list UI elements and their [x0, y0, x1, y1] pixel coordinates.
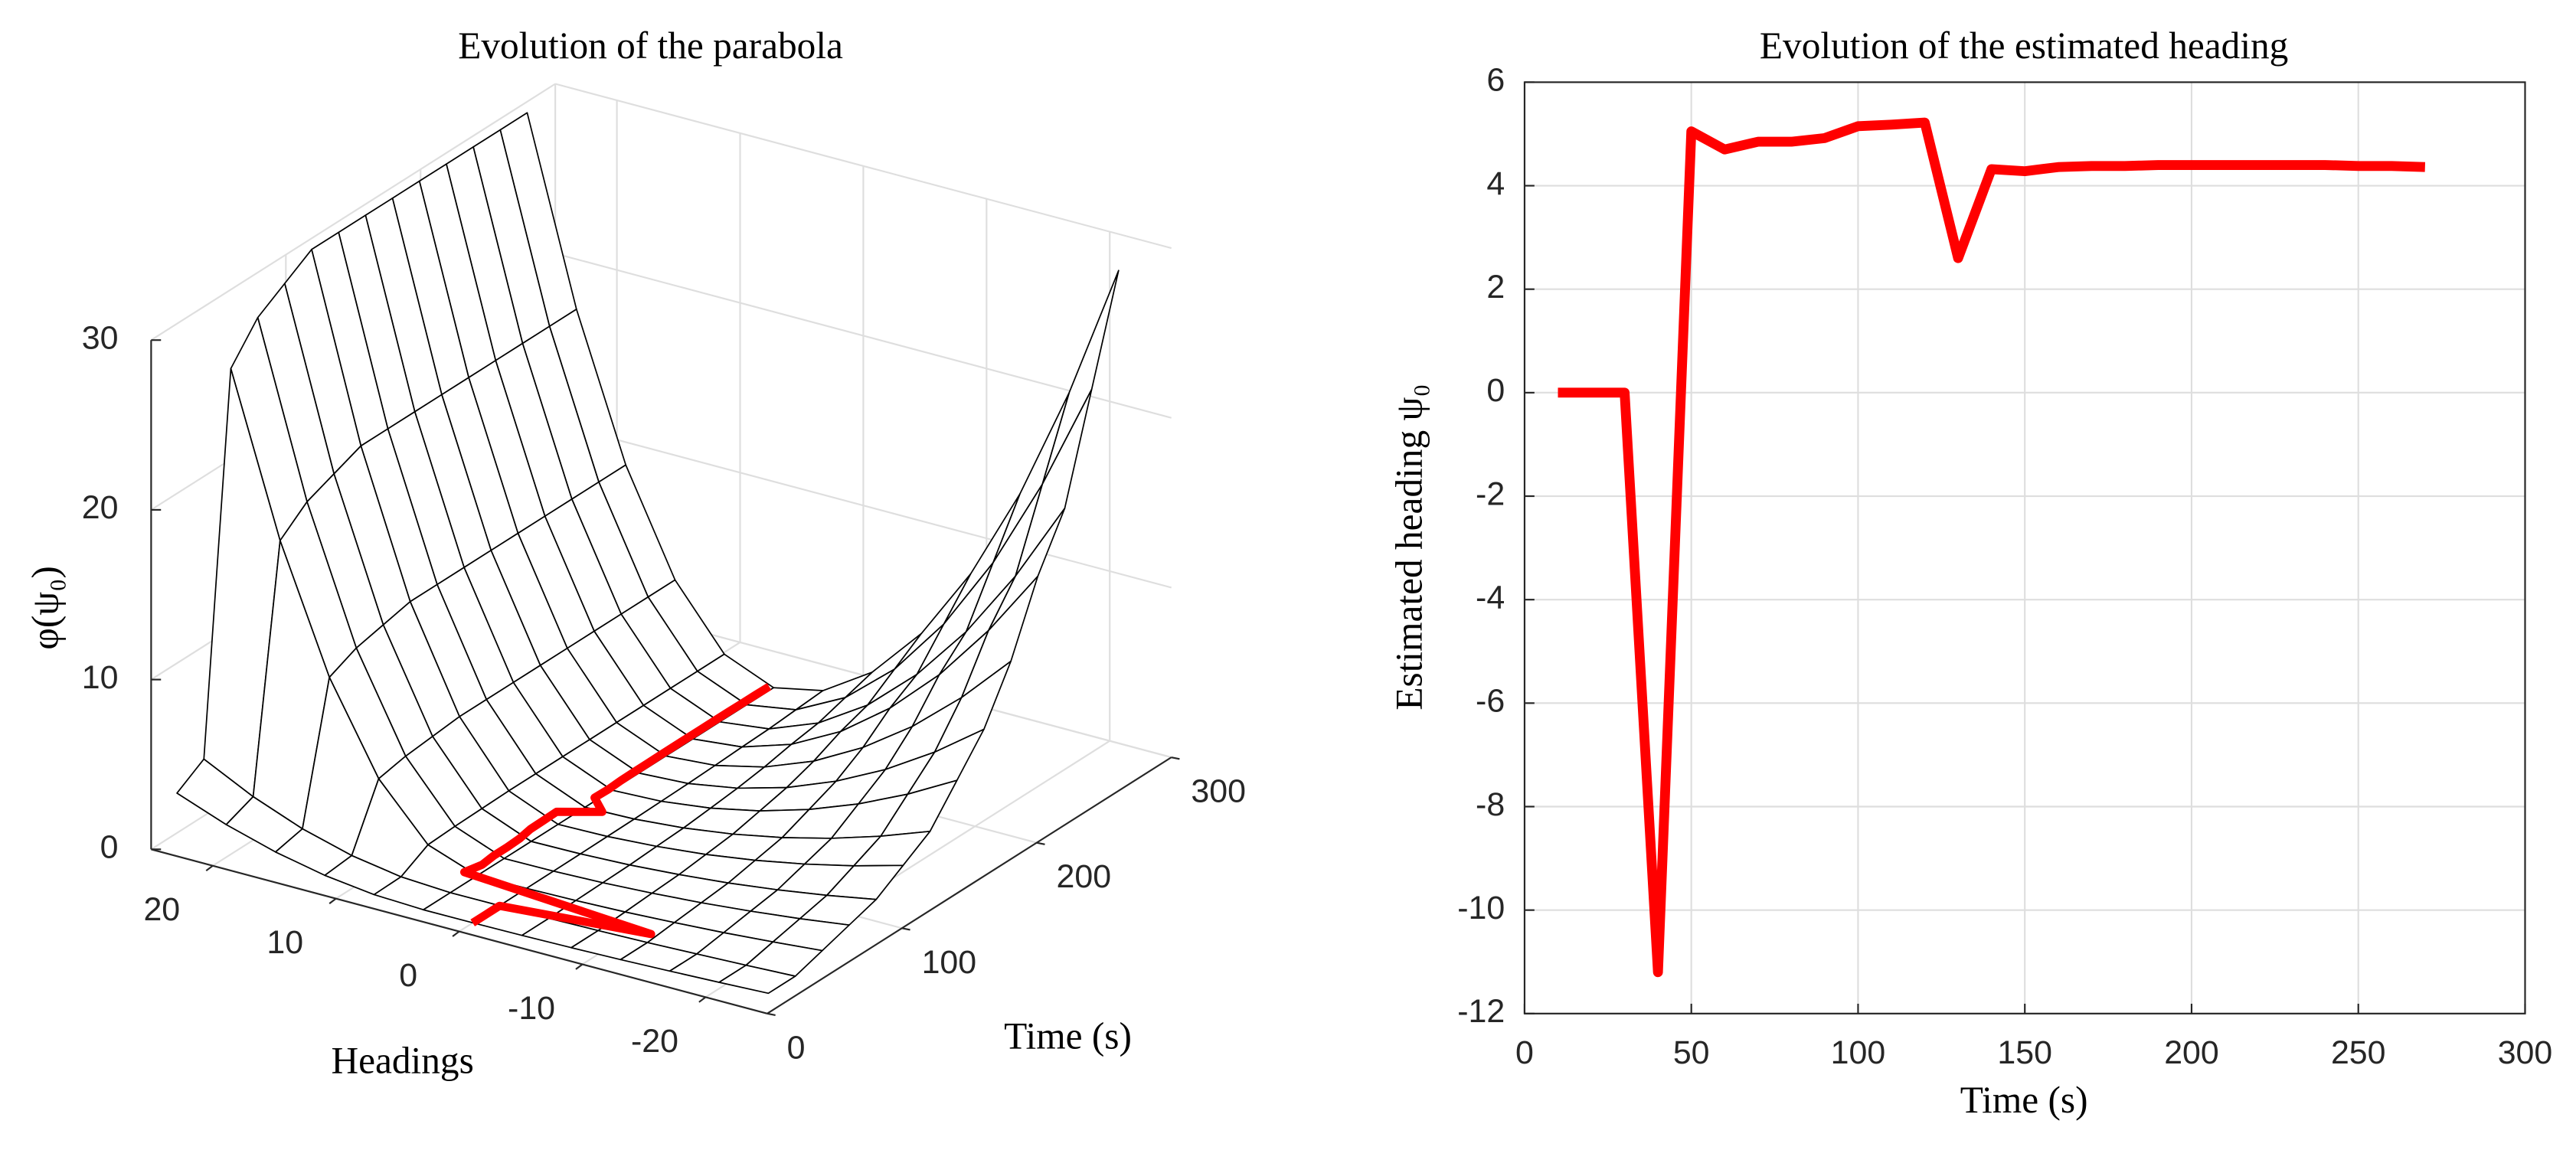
x-tick	[575, 963, 584, 970]
x-tick-label: 20	[143, 891, 180, 928]
x-tick	[329, 897, 337, 904]
x-tick-label: 50	[1673, 1034, 1710, 1071]
x-tick-label: -20	[631, 1023, 678, 1060]
y-tick	[901, 927, 910, 931]
y-tick-label: 100	[922, 944, 977, 981]
z-tick-label: 30	[82, 320, 119, 357]
y-tick-label: 0	[1486, 372, 1505, 409]
z-axis-label: φ(ψ₀)	[25, 566, 67, 649]
x-tick	[452, 930, 460, 937]
y-tick-label: 6	[1486, 62, 1505, 99]
x-tick-label: 150	[1997, 1034, 2052, 1071]
grid-line	[150, 83, 556, 341]
z-tick-label: 0	[100, 829, 119, 866]
z-tick-label: 10	[82, 659, 119, 696]
y-tick	[1171, 756, 1180, 760]
x-axis-label: Time (s)	[1960, 1079, 2088, 1121]
mesh-cell	[718, 964, 796, 995]
x-tick-label: 0	[399, 957, 417, 994]
y-tick-label: -12	[1457, 993, 1505, 1030]
y-tick-label: 200	[1056, 858, 1111, 895]
z-tick-label: 20	[82, 489, 119, 526]
y-axis-line	[767, 756, 1172, 1014]
x-tick-label: 10	[266, 924, 303, 961]
y-tick	[767, 1012, 776, 1017]
y-tick-label: -2	[1476, 475, 1505, 512]
y-axis-label: Time (s)	[1004, 1014, 1132, 1057]
x-tick	[205, 864, 214, 872]
x-tick-label: 200	[2164, 1034, 2219, 1071]
heading-trajectory	[459, 683, 772, 939]
x-tick-label: 0	[1515, 1034, 1534, 1071]
y-tick-label: 300	[1191, 773, 1246, 810]
chart-title: Evolution of the estimated heading	[1760, 25, 2288, 67]
y-tick	[1036, 841, 1045, 845]
x-axis-label: Headings	[331, 1040, 473, 1082]
y-tick-label: 2	[1486, 269, 1505, 305]
y-tick-label: -10	[1457, 890, 1505, 926]
x-tick	[698, 996, 707, 1003]
x-tick-label: 250	[2331, 1034, 2386, 1071]
y-tick-label: -4	[1476, 580, 1505, 616]
axes-box	[1523, 81, 2526, 1014]
chart-title: Evolution of the parabola	[458, 25, 843, 67]
x-tick-label: 100	[1831, 1034, 1886, 1071]
x-tick-label: -10	[508, 990, 555, 1027]
y-tick-label: 4	[1486, 165, 1505, 202]
y-tick-label: -6	[1476, 683, 1505, 720]
y-axis-label: Estimated heading ψ₀	[1388, 384, 1430, 710]
y-tick-label: -8	[1476, 786, 1505, 823]
x-tick-label: 300	[2498, 1034, 2553, 1071]
line-series	[1558, 117, 2426, 978]
y-tick-label: 0	[787, 1029, 806, 1066]
